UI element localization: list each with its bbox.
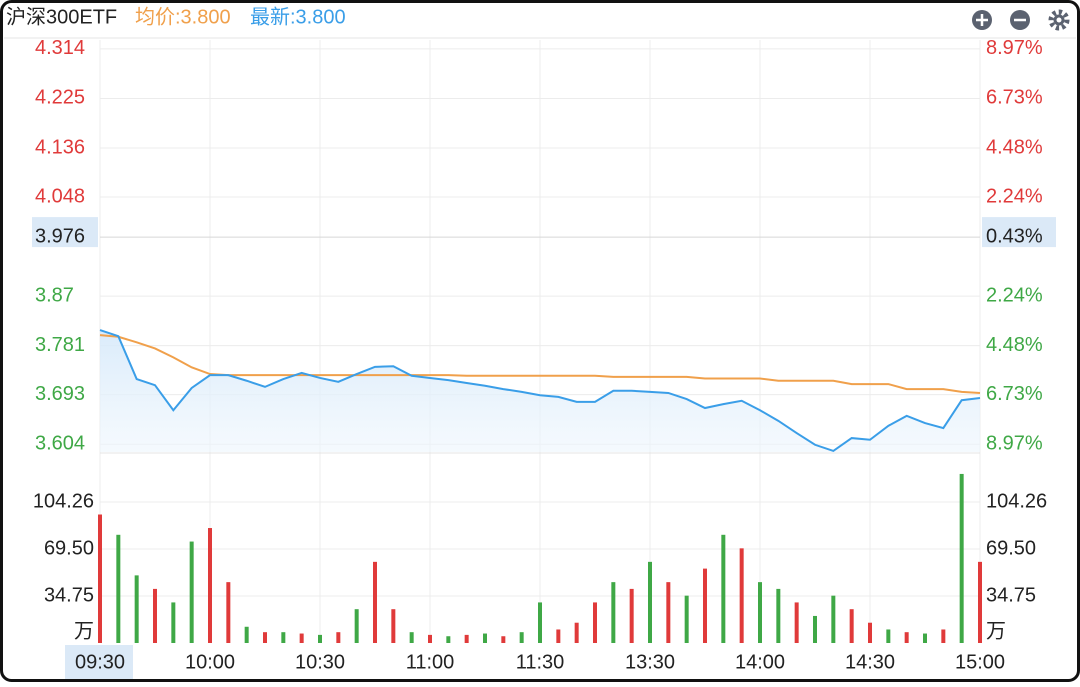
x-tick-label: 11:30 bbox=[516, 651, 565, 673]
price-area bbox=[100, 330, 980, 452]
volume-tick-label: 69.50 bbox=[44, 537, 94, 559]
y-tick-label: 3.87 bbox=[35, 284, 74, 306]
volume-bar bbox=[226, 582, 231, 643]
y2-tick-label: 6.73% bbox=[986, 87, 1043, 109]
volume-bar bbox=[666, 582, 671, 643]
volume-bar bbox=[758, 582, 762, 643]
volume-bar bbox=[409, 632, 414, 643]
y2-tick-label: 0.43% bbox=[986, 225, 1043, 247]
volume-bar bbox=[299, 633, 304, 643]
volume-bar bbox=[593, 602, 597, 643]
volume-bar bbox=[483, 633, 487, 643]
y2-tick-highlight bbox=[982, 217, 1056, 248]
y2-tick-label: 2.24% bbox=[986, 185, 1043, 207]
y-tick-label: 3.781 bbox=[35, 334, 85, 356]
volume-bar bbox=[703, 568, 707, 643]
volume-tick-label: 69.50 bbox=[986, 537, 1036, 559]
y2-tick-label: 4.48% bbox=[986, 334, 1043, 356]
volume-bar bbox=[923, 633, 927, 643]
volume-bar bbox=[959, 473, 964, 643]
volume-bar bbox=[886, 629, 891, 643]
volume-bar bbox=[629, 588, 634, 643]
zoom-in-button[interactable] bbox=[972, 10, 992, 30]
volume-bar bbox=[813, 615, 817, 643]
volume-bar bbox=[978, 561, 982, 643]
volume-bar bbox=[336, 632, 341, 643]
y-tick-label: 3.604 bbox=[35, 432, 85, 454]
y2-tick-label: 6.73% bbox=[986, 383, 1043, 405]
volume-bar bbox=[281, 632, 286, 643]
volume-bar bbox=[134, 575, 139, 643]
volume-tick-label: 34.75 bbox=[44, 584, 94, 606]
volume-bar bbox=[904, 632, 909, 643]
legend-entry: 最新:3.800 bbox=[250, 5, 346, 28]
volume-bar bbox=[391, 609, 396, 643]
volume-bar bbox=[208, 528, 212, 643]
price-line bbox=[99, 334, 981, 394]
x-tick-label: 10:00 bbox=[185, 651, 235, 673]
volume-bar bbox=[263, 632, 267, 643]
y-tick-label: 4.136 bbox=[35, 136, 85, 158]
volume-bar bbox=[244, 626, 249, 643]
chart-title: 沪深300ETF bbox=[6, 5, 117, 28]
volume-bar bbox=[446, 636, 451, 643]
volume-bar bbox=[189, 541, 194, 643]
volume-unit: 万 bbox=[986, 620, 1006, 642]
x-tick-label: 09:30 bbox=[75, 651, 125, 673]
price-line bbox=[99, 329, 981, 452]
settings-button[interactable] bbox=[1048, 9, 1070, 31]
y-tick-label: 3.693 bbox=[35, 383, 85, 405]
volume-bar bbox=[464, 634, 469, 643]
volume-bar bbox=[373, 561, 377, 643]
volume-bar bbox=[556, 629, 561, 643]
volume-bar bbox=[428, 634, 432, 643]
y-tick-label: 4.048 bbox=[35, 185, 85, 207]
volume-bar bbox=[739, 548, 744, 643]
volume-bar bbox=[519, 632, 524, 643]
volume-bar bbox=[684, 595, 689, 643]
volume-bar bbox=[501, 636, 506, 643]
legend-entry: 均价:3.800 bbox=[135, 5, 231, 28]
volume-bar bbox=[648, 561, 652, 643]
volume-bar bbox=[574, 622, 579, 643]
x-tick-highlight bbox=[65, 645, 133, 679]
y-tick-label: 4.314 bbox=[35, 37, 85, 59]
x-tick-label: 14:00 bbox=[735, 651, 785, 673]
volume-bar bbox=[611, 582, 616, 643]
x-tick-label: 14:30 bbox=[845, 651, 895, 673]
y2-tick-label: 8.97% bbox=[986, 37, 1043, 59]
y-tick-label: 4.225 bbox=[35, 87, 85, 109]
y-tick-highlight bbox=[32, 217, 98, 248]
y-tick-label: 3.976 bbox=[35, 225, 85, 247]
volume-tick-label: 104.26 bbox=[33, 490, 94, 512]
volume-bar bbox=[831, 595, 836, 643]
volume-unit: 万 bbox=[74, 620, 94, 642]
x-tick-label: 15:00 bbox=[955, 651, 1005, 673]
y2-tick-label: 8.97% bbox=[986, 432, 1043, 454]
volume-bar bbox=[116, 534, 121, 643]
volume-bar bbox=[538, 602, 542, 643]
volume-bar bbox=[721, 534, 726, 643]
y2-tick-label: 2.24% bbox=[986, 284, 1043, 306]
volume-tick-label: 104.26 bbox=[986, 490, 1047, 512]
y2-tick-label: 4.48% bbox=[986, 136, 1043, 158]
volume-bar bbox=[868, 622, 872, 643]
volume-bar bbox=[941, 629, 946, 643]
x-tick-label: 11:00 bbox=[406, 651, 455, 673]
volume-bar bbox=[171, 602, 176, 643]
x-tick-label: 13:30 bbox=[625, 651, 675, 673]
volume-bar bbox=[794, 602, 799, 643]
zoom-out-button[interactable] bbox=[1010, 10, 1030, 30]
volume-bar bbox=[318, 634, 322, 643]
volume-tick-label: 34.75 bbox=[986, 584, 1036, 606]
volume-bar bbox=[776, 588, 781, 643]
volume-bar bbox=[354, 609, 359, 643]
volume-bar bbox=[153, 588, 157, 643]
volume-bar bbox=[98, 514, 102, 643]
x-tick-label: 10:30 bbox=[295, 651, 345, 673]
volume-bar bbox=[849, 609, 854, 643]
